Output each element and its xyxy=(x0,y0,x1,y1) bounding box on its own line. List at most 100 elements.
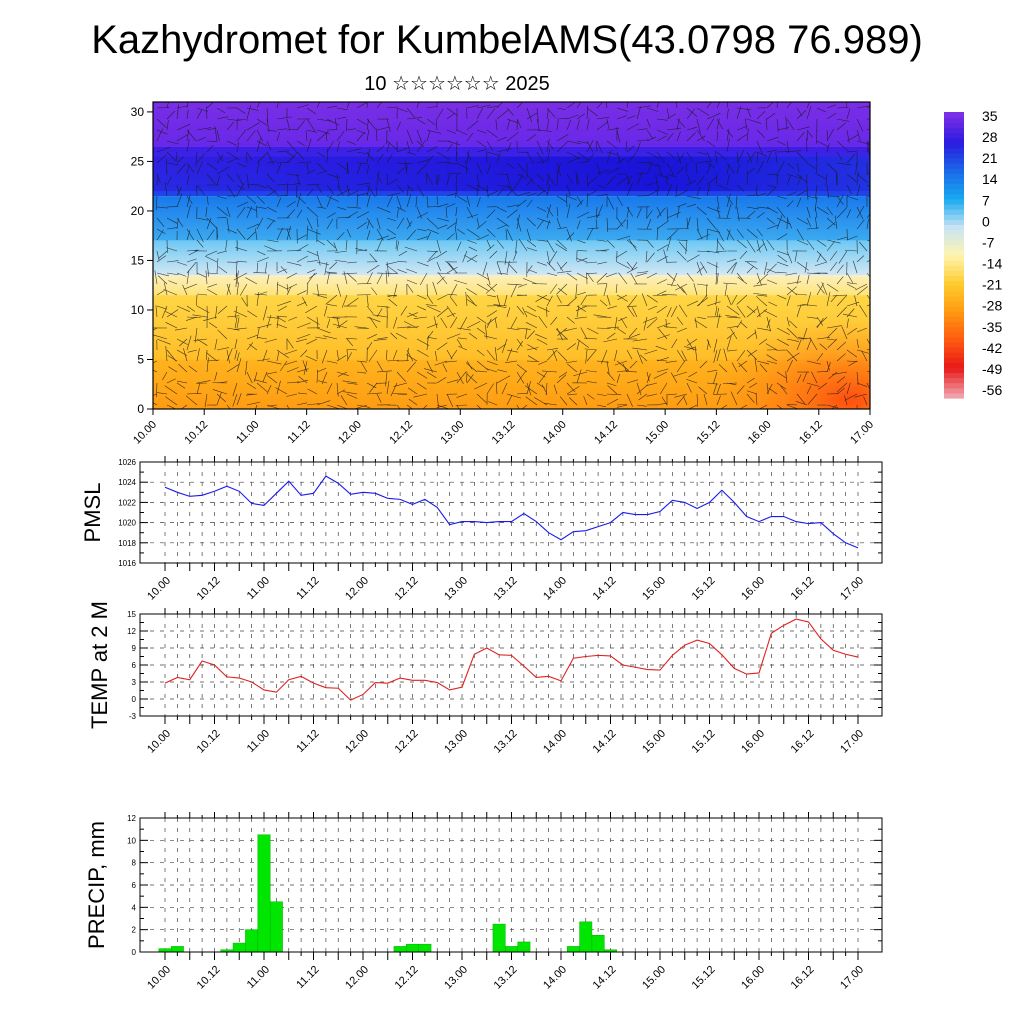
wind-barb xyxy=(653,371,668,379)
wind-barb xyxy=(306,129,318,133)
wind-barb xyxy=(526,360,540,363)
wind-barb xyxy=(336,389,346,395)
wind-barb xyxy=(836,306,847,318)
wind-barb xyxy=(656,206,662,217)
wind-barb xyxy=(296,161,312,164)
wind-barb xyxy=(156,382,158,398)
wind-barb xyxy=(392,349,398,360)
colorbar-swatch xyxy=(944,152,964,159)
y-tick-label: 0 xyxy=(132,695,137,704)
y-tick-label: 1022 xyxy=(118,498,136,507)
wind-barb xyxy=(341,294,348,308)
wind-barb xyxy=(599,299,608,307)
wind-barb xyxy=(286,261,302,266)
wind-barb xyxy=(276,184,287,186)
colorbar-swatch xyxy=(944,173,964,179)
wind-barb xyxy=(408,398,418,406)
wind-barb xyxy=(696,234,710,241)
wind-barb xyxy=(786,140,790,154)
wind-barb xyxy=(316,130,329,142)
wind-barb xyxy=(506,327,520,331)
wind-barb xyxy=(726,325,739,329)
wind-barb xyxy=(666,307,672,318)
wind-barb xyxy=(396,107,408,113)
wind-barb xyxy=(336,382,339,397)
wind-barb xyxy=(666,127,682,131)
wind-barb xyxy=(426,130,431,142)
wind-barb xyxy=(496,206,507,213)
wind-barb xyxy=(830,294,838,303)
wind-barb xyxy=(856,118,864,132)
wind-barb xyxy=(413,316,428,320)
wind-barb xyxy=(566,173,573,184)
wind-barb xyxy=(393,316,398,329)
wind-barb xyxy=(686,338,698,346)
wind-barb xyxy=(846,282,858,285)
wind-barb xyxy=(816,370,829,373)
y-tick-label: 1016 xyxy=(118,559,136,568)
wind-barb xyxy=(354,404,368,409)
wind-barb xyxy=(666,230,678,241)
wind-barb xyxy=(815,184,818,199)
wind-barb xyxy=(796,175,803,186)
wind-barb xyxy=(276,323,288,329)
wind-barb xyxy=(546,109,549,120)
wind-barb xyxy=(676,118,680,131)
wind-barb xyxy=(766,316,771,332)
wind-barb xyxy=(786,175,791,186)
wind-barb xyxy=(559,261,568,270)
wind-barb xyxy=(356,222,367,230)
wind-barb xyxy=(656,244,669,252)
colorbar-swatch xyxy=(944,336,964,343)
wind-barb xyxy=(796,239,809,246)
wind-barb xyxy=(444,360,458,363)
wind-barb xyxy=(796,197,802,208)
wind-barb xyxy=(686,216,691,230)
wind-barb xyxy=(246,223,260,230)
wind-barb xyxy=(266,371,278,375)
wind-barb xyxy=(196,217,208,221)
wind-barb xyxy=(586,189,598,197)
wind-barb xyxy=(846,283,856,289)
wind-barb xyxy=(586,350,597,362)
wind-barb xyxy=(806,338,812,351)
wind-barb xyxy=(556,134,569,142)
wind-barb xyxy=(504,294,508,306)
wind-barb xyxy=(196,294,198,306)
wind-barb xyxy=(806,292,812,307)
wind-barb xyxy=(465,159,468,175)
wind-barb xyxy=(486,151,500,156)
wind-barb xyxy=(566,382,576,393)
wind-barb xyxy=(466,151,472,161)
wind-barb xyxy=(736,294,748,305)
wind-barb xyxy=(306,162,309,173)
wind-barb xyxy=(836,236,848,241)
wind-barb xyxy=(486,184,489,198)
wind-barb xyxy=(356,249,368,252)
wind-barb xyxy=(576,211,590,219)
wind-barb xyxy=(826,338,837,341)
wind-barb xyxy=(716,102,721,109)
wind-barb xyxy=(746,377,755,384)
wind-barb xyxy=(206,357,209,373)
wind-barb xyxy=(656,334,670,340)
wind-barb xyxy=(267,375,278,384)
wind-barb xyxy=(296,209,303,219)
colorbar-swatch xyxy=(944,132,964,139)
wind-barb xyxy=(306,206,319,218)
wind-barb xyxy=(527,269,538,274)
wind-barb xyxy=(706,184,711,197)
wind-barb xyxy=(626,145,635,153)
wind-barb xyxy=(686,272,694,282)
wind-barb xyxy=(796,217,809,225)
wind-barb xyxy=(726,203,732,219)
wind-barb xyxy=(632,338,648,342)
wind-barb xyxy=(776,233,788,241)
wind-barb xyxy=(346,348,358,351)
wind-barb xyxy=(836,382,848,393)
wind-barb xyxy=(746,266,754,274)
wind-barb xyxy=(336,349,339,360)
wind-barb xyxy=(486,383,494,395)
wind-barb xyxy=(178,363,188,373)
wind-barb xyxy=(676,131,681,142)
